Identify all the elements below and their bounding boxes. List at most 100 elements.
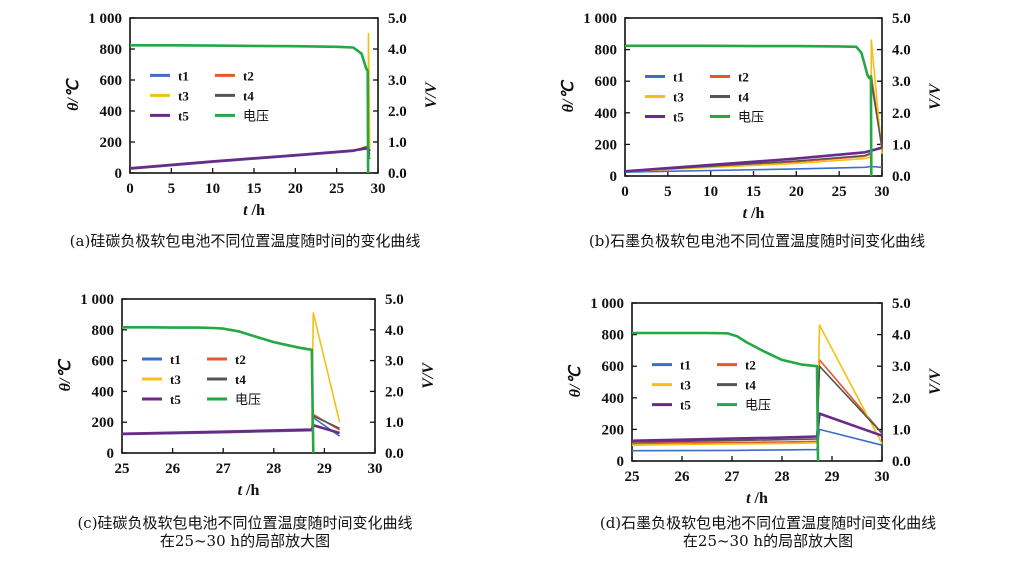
y2-tick-label: 2.0 [892, 391, 911, 407]
y-tick-label: 600 [92, 354, 115, 370]
y-tick-label: 0 [610, 169, 618, 185]
y2-tick-label: 5.0 [385, 292, 404, 308]
y2-tick-label: 4.0 [892, 328, 911, 344]
y-tick-label: 0 [115, 166, 123, 182]
caption-c-line2: 在25~30 h的局部放大图 [159, 532, 331, 550]
x-tick-label: 25 [625, 469, 640, 485]
x-tick-label: 26 [165, 461, 181, 477]
x-tick-label: 30 [875, 469, 890, 485]
caption-b-line1: (b)石墨负极软包电池不同位置温度随时间变化曲线 [588, 232, 926, 250]
y2-tick-label: 3.0 [388, 73, 407, 89]
legend-label: 电压 [243, 109, 269, 124]
legend-label: t2 [243, 68, 254, 83]
y2-tick-label: 1.0 [892, 137, 911, 153]
x-tick-label: 29 [825, 469, 840, 485]
x-axis-title: t /h [243, 202, 265, 219]
x-axis-title-var: t [238, 482, 243, 499]
y-axis-title: θ/℃ [57, 359, 74, 392]
caption-a: (a)硅碳负极软包电池不同位置温度随时间的变化曲线 [0, 232, 490, 250]
y2-tick-label: 3.0 [892, 74, 911, 90]
x-tick-label: 10 [703, 184, 718, 200]
y2-tick-label: 5.0 [892, 296, 911, 312]
caption-d: (d)石墨负极软包电池不同位置温度随时间变化曲线 在25~30 h的局部放大图 [512, 514, 1024, 550]
y-tick-label: 600 [100, 73, 123, 89]
series-line-t4 [631, 365, 883, 443]
x-tick-label: 20 [789, 184, 804, 200]
x-tick-label: 15 [746, 184, 761, 200]
legend-label: t3 [178, 88, 189, 103]
y-tick-label: 800 [595, 43, 618, 59]
x-tick-label: 30 [371, 181, 386, 197]
y2-axis-title: V/V [927, 83, 944, 110]
x-tick-label: 0 [126, 181, 134, 197]
chart-panel-a: 0 200 400 600 800 1 000 0.0 1.0 2.0 3.0 4.0 5.0 0 5 10… [65, 11, 440, 219]
x-axis-title-unit: /h [751, 490, 768, 507]
y-tick-label: 1 000 [80, 292, 114, 308]
legend-label: t5 [680, 398, 691, 413]
legend-label: 电压 [738, 110, 764, 125]
legend-label: t2 [235, 352, 246, 367]
y-tick-label: 400 [92, 384, 115, 400]
legend-label: 电压 [745, 399, 771, 414]
legend-label: t4 [243, 88, 254, 103]
caption-c: (c)硅碳负极软包电池不同位置温度随时间变化曲线 在25~30 h的局部放大图 [0, 514, 490, 550]
y2-axis-title: V/V [420, 362, 437, 389]
y2-tick-label: 0.0 [892, 169, 911, 185]
x-tick-label: 10 [205, 181, 220, 197]
y-tick-label: 600 [602, 359, 625, 375]
x-axis-title-var: t [743, 205, 748, 222]
y2-tick-label: 0.0 [388, 166, 407, 182]
y-axis-title: θ/℃ [567, 365, 584, 398]
x-tick-label: 27 [216, 461, 232, 477]
y-tick-label: 0 [107, 446, 115, 462]
plot-frame [624, 17, 883, 177]
y2-tick-label: 2.0 [388, 104, 407, 120]
y2-tick-label: 3.0 [385, 354, 404, 370]
y-tick-label: 800 [92, 323, 115, 339]
caption-a-line1: (a)硅碳负极软包电池不同位置温度随时间的变化曲线 [69, 232, 421, 250]
plot-frame [121, 298, 376, 454]
legend-label: t1 [680, 358, 691, 373]
y-tick-label: 0 [617, 454, 625, 470]
y-tick-label: 400 [100, 104, 123, 120]
y2-tick-label: 1.0 [388, 135, 407, 151]
legend-label: t3 [170, 372, 181, 387]
caption-b: (b)石墨负极软包电池不同位置温度随时间变化曲线 [512, 232, 1002, 250]
x-tick-label: 0 [621, 184, 629, 200]
chart-panel-b: 0 200 400 600 800 1 000 0.0 1.0 2.0 3.0 4.0 5.0 0 5 10… [560, 11, 944, 222]
x-tick-label: 30 [368, 461, 383, 477]
x-tick-label: 20 [288, 181, 303, 197]
y2-tick-label: 2.0 [892, 106, 911, 122]
x-axis-title-unit: /h [242, 482, 259, 499]
caption-d-line2: 在25~30 h的局部放大图 [682, 532, 854, 550]
y-axis-title: θ/℃ [65, 78, 82, 111]
legend-label: t1 [170, 352, 181, 367]
y-tick-label: 200 [100, 135, 123, 151]
caption-c-line1: (c)硅碳负极软包电池不同位置温度随时间变化曲线 [77, 514, 413, 532]
y2-tick-label: 5.0 [388, 11, 407, 27]
x-tick-label: 28 [266, 461, 281, 477]
legend-label: t3 [680, 378, 691, 393]
y2-tick-label: 4.0 [385, 323, 404, 339]
x-tick-label: 25 [832, 184, 847, 200]
series-line-voltage [625, 44, 873, 177]
series-line-t5 [631, 412, 883, 443]
series-line-t1 [624, 165, 883, 173]
x-axis-title: t /h [746, 490, 768, 507]
y-axis-title: θ/℃ [560, 80, 577, 113]
legend-label: 电压 [235, 393, 261, 408]
y2-tick-label: 2.0 [385, 384, 404, 400]
legend-label: t5 [170, 392, 181, 407]
y2-tick-label: 3.0 [892, 359, 911, 375]
legend-label: t2 [745, 358, 756, 373]
chart-panel-d: 0 200 400 600 800 1 000 0.0 1.0 2.0 3.0 4.0 5.0 25 26… [567, 296, 944, 507]
y-tick-label: 1 000 [590, 296, 624, 312]
x-tick-label: 28 [775, 469, 790, 485]
y2-tick-label: 0.0 [385, 446, 404, 462]
x-axis-title: t /h [743, 205, 765, 222]
legend-label: t1 [178, 68, 189, 83]
plot-frame [129, 17, 379, 174]
series-line-voltage [130, 43, 370, 174]
x-axis-title-unit: /h [747, 205, 764, 222]
